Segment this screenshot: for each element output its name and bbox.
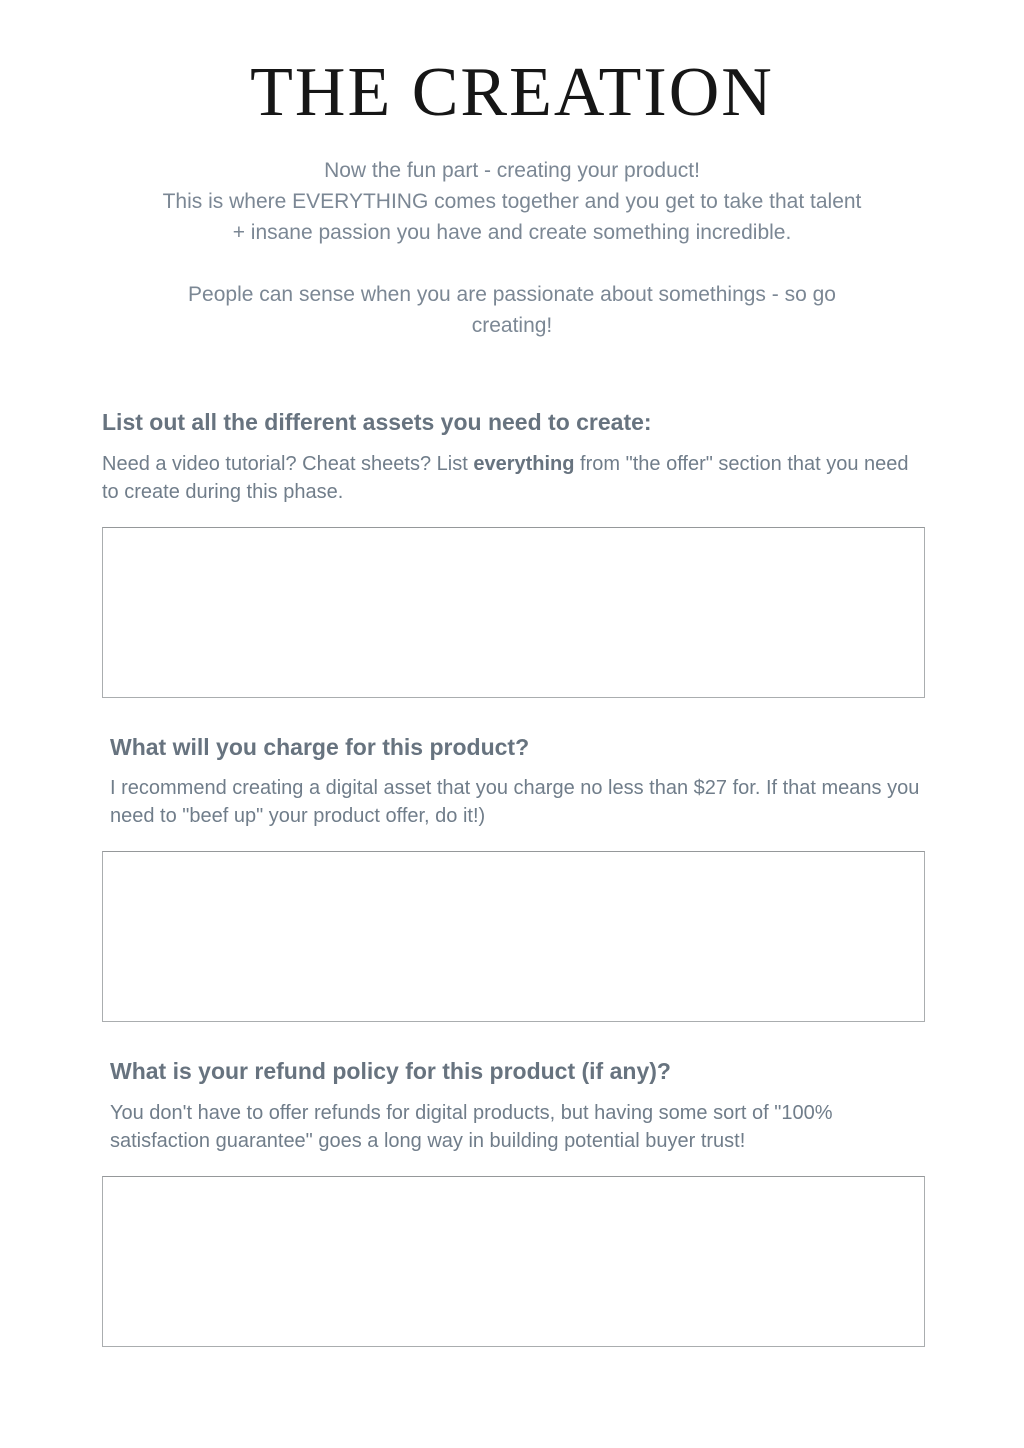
answer-box-refund-policy[interactable]	[102, 1175, 925, 1347]
question-heading: What is your refund policy for this prod…	[110, 1058, 671, 1085]
intro-text: Now the fun part - creating your product…	[0, 155, 1024, 341]
intro-line: creating!	[471, 314, 553, 337]
intro-line: Now the fun part - creating your product…	[324, 159, 700, 182]
question-description-bold: everything	[473, 452, 575, 475]
question-section-price: What will you charge for this product? I…	[102, 734, 925, 1023]
intro-line: + insane passion you have and create som…	[232, 221, 792, 244]
question-description: I recommend creating a digital asset tha…	[102, 774, 925, 830]
page-title: THE CREATION	[250, 54, 774, 131]
intro-line: This is where EVERYTHING comes together …	[162, 190, 862, 213]
worksheet-body: List out all the different assets you ne…	[102, 409, 925, 1347]
question-description: You don't have to offer refunds for digi…	[102, 1099, 925, 1155]
question-section-refund-policy: What is your refund policy for this prod…	[102, 1058, 925, 1347]
question-section-assets: List out all the different assets you ne…	[102, 409, 925, 698]
question-heading: What will you charge for this product?	[110, 733, 530, 760]
question-heading: List out all the different assets you ne…	[102, 409, 652, 435]
answer-box-price[interactable]	[102, 851, 925, 1023]
question-description-text: You don't have to offer refunds for digi…	[110, 1101, 833, 1152]
intro-paragraph-1: Now the fun part - creating your product…	[0, 155, 1024, 248]
intro-line: People can sense when you are passionate…	[188, 283, 836, 306]
question-description-text: I recommend creating a digital asset tha…	[110, 777, 920, 828]
question-description: Need a video tutorial? Cheat sheets? Lis…	[102, 450, 925, 506]
question-description-text: from "the offer" section that you need t…	[102, 452, 909, 503]
question-description-text: Need a video tutorial? Cheat sheets? Lis…	[102, 452, 474, 475]
intro-paragraph-2: People can sense when you are passionate…	[0, 279, 1024, 341]
answer-box-assets[interactable]	[102, 526, 925, 698]
